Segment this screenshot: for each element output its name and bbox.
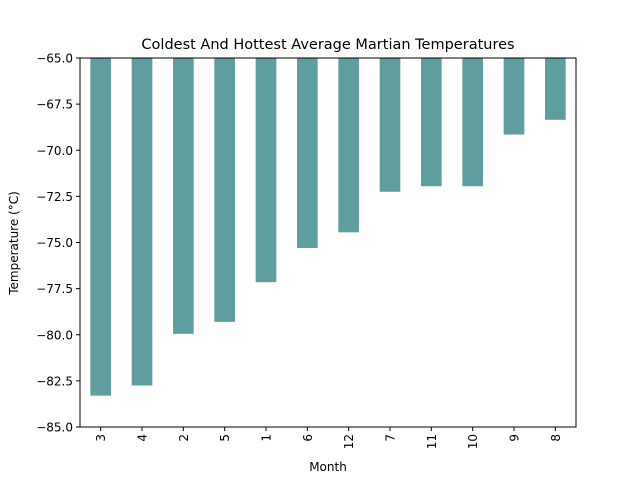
x-tick-label: 10 bbox=[466, 434, 480, 449]
bar-month-9 bbox=[503, 58, 525, 135]
y-tick-label: −82.5 bbox=[36, 374, 73, 388]
bar-month-4 bbox=[131, 58, 153, 386]
bar-month-5 bbox=[214, 58, 235, 322]
bar-month-7 bbox=[379, 58, 401, 192]
bar-month-12 bbox=[338, 58, 359, 233]
y-tick-label: −77.5 bbox=[36, 282, 73, 296]
chart-title: Coldest And Hottest Average Martian Temp… bbox=[141, 37, 514, 53]
x-tick-label: 4 bbox=[136, 434, 150, 442]
x-tick-label: 7 bbox=[384, 434, 398, 442]
bar-month-1 bbox=[255, 58, 277, 283]
y-tick-label: −85.0 bbox=[36, 421, 73, 435]
x-tick-label: 5 bbox=[218, 434, 232, 442]
bar-month-10 bbox=[462, 58, 483, 187]
y-axis: −65.0 −67.5 −70.0 −72.5 −75.0 −77.5 −80.0 −82.5… bbox=[36, 52, 80, 435]
x-axis-label: Month bbox=[309, 460, 347, 474]
bar-month-3 bbox=[90, 58, 111, 396]
y-tick-label: −70.0 bbox=[36, 144, 73, 158]
x-tick-label: 11 bbox=[425, 434, 439, 449]
x-tick-label: 12 bbox=[342, 434, 356, 449]
bar-month-8 bbox=[545, 58, 566, 120]
y-axis-label: Temperature (°C) bbox=[7, 191, 21, 296]
y-tick-label: −65.0 bbox=[36, 52, 73, 66]
x-tick-label: 9 bbox=[508, 434, 522, 442]
x-tick-label: 3 bbox=[94, 434, 108, 442]
x-tick-label: 8 bbox=[549, 434, 563, 442]
bar-month-11 bbox=[421, 58, 442, 187]
x-tick-label: 2 bbox=[177, 434, 191, 442]
x-axis: 3 4 2 5 1 6 12 7 11 10 9 8 bbox=[94, 427, 563, 449]
x-tick-label: 6 bbox=[301, 434, 315, 442]
y-tick-label: −80.0 bbox=[36, 328, 73, 342]
y-tick-label: −75.0 bbox=[36, 236, 73, 250]
y-tick-label: −72.5 bbox=[36, 190, 73, 204]
x-tick-label: 1 bbox=[260, 434, 274, 442]
y-tick-label: −67.5 bbox=[36, 98, 73, 112]
bar-group bbox=[90, 58, 566, 396]
bar-month-2 bbox=[173, 58, 194, 334]
bar-month-6 bbox=[297, 58, 318, 249]
